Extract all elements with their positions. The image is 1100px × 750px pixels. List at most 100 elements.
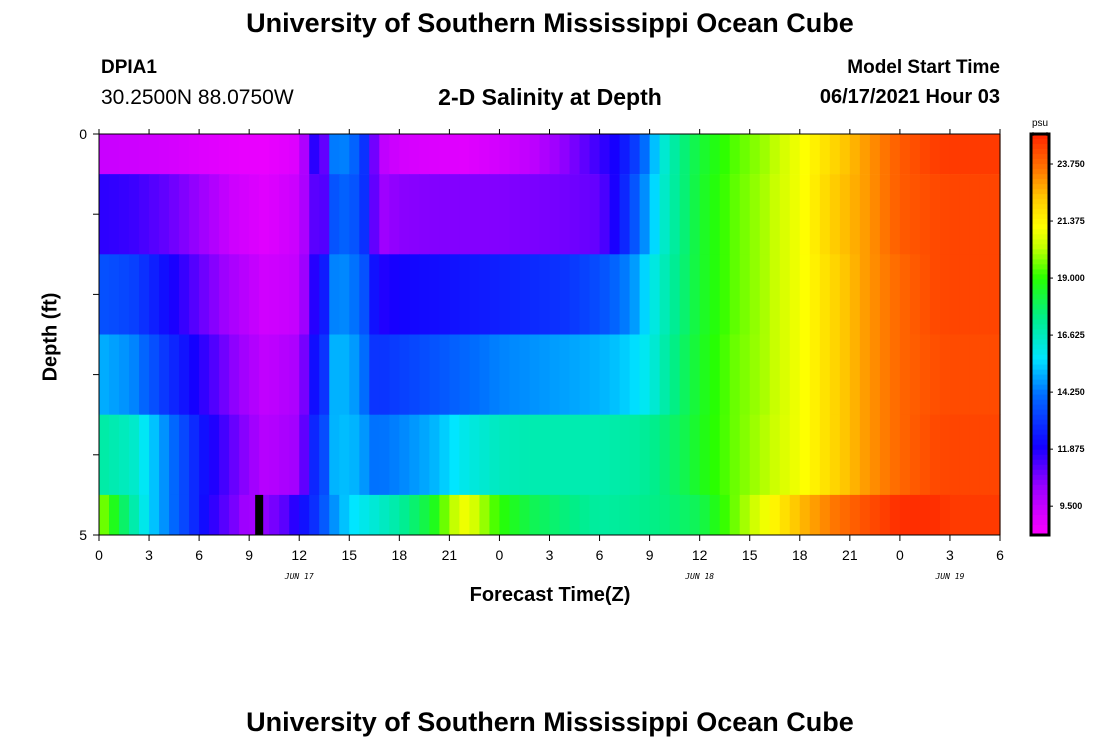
- heatmap-cells: [99, 134, 1001, 536]
- colorbar-segment: [1031, 304, 1049, 310]
- heatmap-cell: [489, 134, 501, 175]
- heatmap-cell: [939, 414, 951, 496]
- heatmap-cell: [259, 134, 270, 175]
- colorbar-segment: [1031, 169, 1049, 175]
- heatmap-cell: [859, 494, 871, 536]
- colorbar-segment: [1031, 219, 1049, 225]
- colorbar-segment: [1031, 274, 1049, 280]
- colorbar-segment: [1031, 449, 1049, 456]
- heatmap-cell: [299, 334, 310, 415]
- heatmap-cell: [379, 254, 390, 335]
- x-tick-label: 6: [996, 547, 1004, 563]
- heatmap-cell: [229, 334, 240, 415]
- heatmap-cell: [739, 174, 751, 255]
- heatmap-cell: [889, 174, 901, 255]
- heatmap-cell: [699, 134, 711, 175]
- heatmap-cell: [579, 414, 591, 496]
- heatmap-cell: [839, 494, 851, 536]
- heatmap-cell: [409, 134, 420, 175]
- heatmap-cell: [109, 254, 120, 335]
- heatmap-cell: [899, 334, 911, 415]
- heatmap-cell: [789, 134, 801, 175]
- heatmap-cell: [769, 334, 781, 415]
- heatmap-cell: [599, 334, 611, 415]
- heatmap-cell: [629, 254, 641, 335]
- heatmap-cell: [359, 174, 370, 255]
- chart-title: 2-D Salinity at Depth: [438, 84, 662, 110]
- colorbar-segment: [1031, 364, 1049, 371]
- heatmap-cell: [199, 174, 210, 255]
- heatmap-cell: [819, 334, 831, 415]
- heatmap-cell: [309, 174, 320, 255]
- colorbar-segment: [1031, 409, 1049, 416]
- heatmap-cell: [879, 254, 891, 335]
- heatmap-cell: [549, 334, 561, 415]
- colorbar-segment: [1031, 374, 1049, 381]
- heatmap-cell: [699, 174, 711, 255]
- heatmap-cell: [739, 254, 751, 335]
- heatmap-cell: [609, 494, 621, 536]
- heatmap-cell: [409, 494, 420, 536]
- heatmap-cell: [299, 134, 310, 175]
- heatmap-cell: [119, 494, 130, 536]
- heatmap-cell: [679, 334, 691, 415]
- heatmap-cell: [349, 254, 360, 335]
- heatmap-cell: [289, 494, 300, 536]
- heatmap-cell: [539, 494, 551, 536]
- heatmap-cell: [659, 334, 671, 415]
- heatmap-cell: [719, 134, 731, 175]
- colorbar-segment: [1031, 464, 1049, 471]
- heatmap-cell: [769, 174, 781, 255]
- heatmap-cell: [689, 494, 701, 536]
- heatmap-cell: [959, 334, 971, 415]
- heatmap-cell: [979, 494, 991, 536]
- heatmap-cell: [519, 334, 531, 415]
- colorbar-segment: [1031, 159, 1049, 165]
- heatmap-cell: [109, 174, 120, 255]
- heatmap-cell: [209, 494, 220, 536]
- heatmap-cell: [399, 414, 410, 496]
- heatmap-cell: [909, 334, 921, 415]
- heatmap-cell: [349, 334, 360, 415]
- colorbar-segment: [1031, 459, 1049, 466]
- heatmap-cell: [369, 414, 380, 496]
- heatmap-cell: [329, 134, 340, 175]
- colorbar-segment: [1031, 424, 1049, 431]
- heatmap-cell: [699, 254, 711, 335]
- heatmap-cell: [479, 414, 491, 496]
- heatmap-cell: [329, 414, 340, 496]
- colorbar-corner-dot: [1045, 132, 1049, 136]
- x-tick-label: 3: [546, 547, 554, 563]
- heatmap-cell: [159, 414, 170, 496]
- heatmap-cell: [679, 134, 691, 175]
- heatmap-cell: [769, 414, 781, 496]
- heatmap-cell: [979, 134, 991, 175]
- colorbar-segment: [1031, 144, 1049, 150]
- heatmap-cell: [529, 174, 541, 255]
- heatmap-cell: [949, 134, 961, 175]
- heatmap-cell: [719, 414, 731, 496]
- heatmap-cell: [749, 174, 761, 255]
- colorbar-unit: psu: [1032, 118, 1048, 129]
- heatmap-cell: [639, 134, 651, 175]
- heatmap-cell: [969, 254, 981, 335]
- heatmap-cell: [459, 414, 471, 496]
- heatmap-cell: [609, 334, 621, 415]
- heatmap-cell: [499, 254, 511, 335]
- heatmap-cell: [249, 414, 260, 496]
- heatmap-cell: [269, 254, 280, 335]
- heatmap-cell: [509, 334, 521, 415]
- heatmap-cell: [979, 414, 991, 496]
- heatmap-cell: [209, 254, 220, 335]
- x-tick-label: 15: [742, 547, 758, 563]
- heatmap-cell: [289, 174, 300, 255]
- heatmap-cell: [499, 414, 511, 496]
- heatmap-cell: [829, 414, 841, 496]
- heatmap-cell: [199, 414, 210, 496]
- heatmap-cell: [459, 334, 471, 415]
- colorbar-segment: [1031, 359, 1049, 366]
- colorbar-segment: [1031, 189, 1049, 195]
- heatmap-cell: [929, 334, 941, 415]
- heatmap-cell: [99, 494, 110, 536]
- colorbar-segment: [1031, 519, 1049, 526]
